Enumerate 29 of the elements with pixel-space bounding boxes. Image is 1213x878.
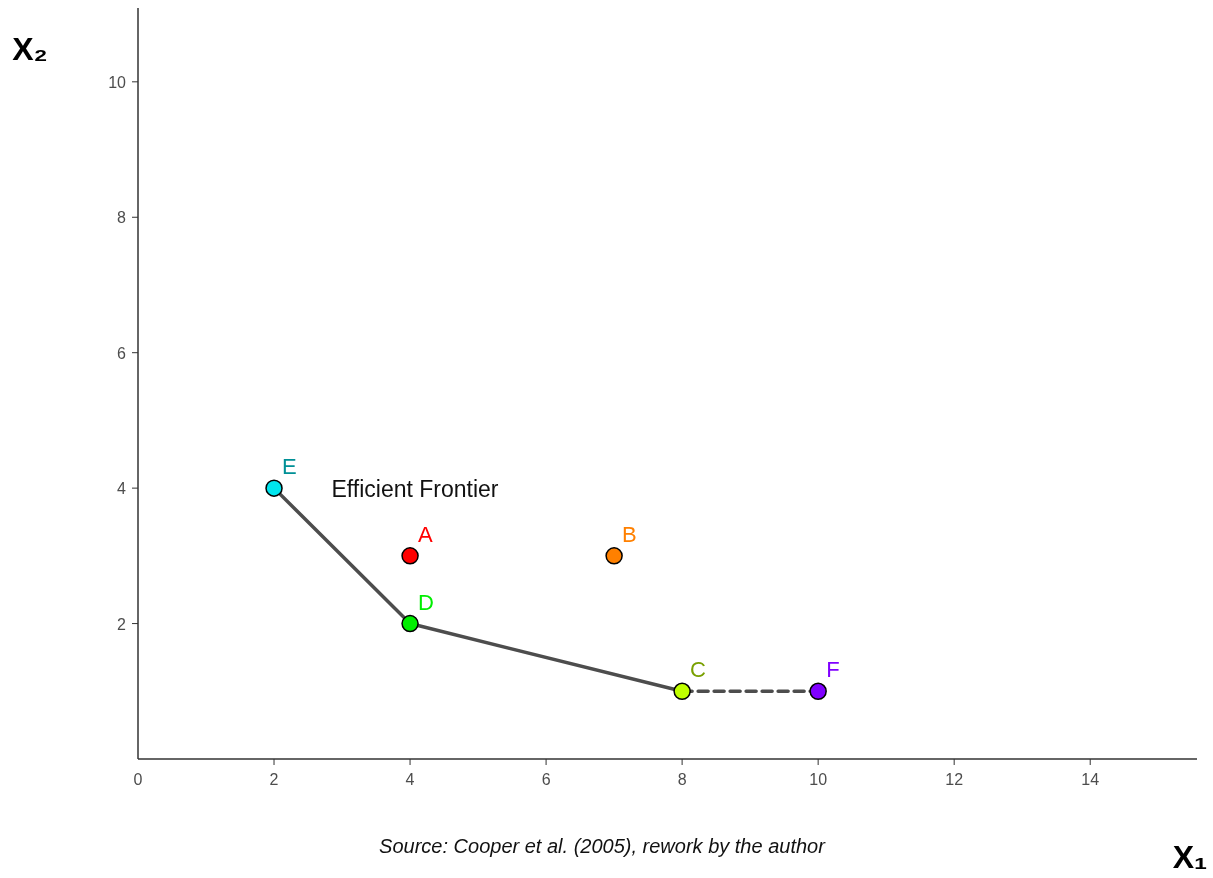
x-tick-label: 6 [541,771,551,788]
point [605,547,623,565]
series-label: C [690,657,707,683]
point [809,682,827,701]
series-label: E [282,454,297,480]
series-label: B [622,521,637,547]
x-tick-label: 12 [945,771,964,788]
y-tick-label: 6 [117,344,127,362]
y-tick-label: 10 [108,73,127,91]
x-tick-label: 14 [1081,771,1100,788]
series-label: A [418,521,434,547]
y-axis-title: X₂ [12,31,48,67]
x-tick-label: 0 [133,771,143,788]
series-label: F [826,657,840,683]
x-axis-title: X₁ [1172,839,1208,875]
point [401,614,419,633]
y-tick-label: 2 [117,615,127,633]
x-tick-label: 4 [405,771,415,788]
x-tick-label: 2 [269,771,279,788]
x-tick-label: 10 [809,771,828,788]
y-tick-label: 4 [117,480,127,498]
annotation: Efficient Frontier [331,476,499,503]
point [401,547,419,565]
series-label: D [418,589,434,615]
point [673,682,691,701]
point [265,479,283,497]
x-tick-label: 8 [677,771,687,788]
source-note: Source: Cooper et al. (2005), rework by the author [379,835,827,858]
y-tick-label: 8 [117,209,127,227]
